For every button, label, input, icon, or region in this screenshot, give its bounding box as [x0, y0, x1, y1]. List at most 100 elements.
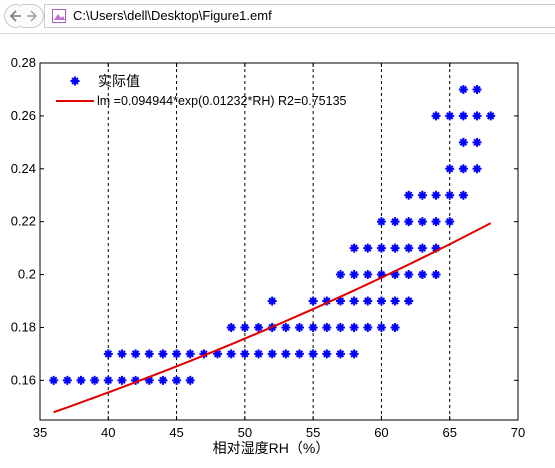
data-point: [172, 349, 182, 359]
data-point: [335, 270, 345, 280]
data-point: [417, 270, 427, 280]
data-point: [172, 375, 182, 385]
x-tick-label: 60: [374, 425, 388, 440]
data-point: [431, 243, 441, 253]
data-point: [404, 243, 414, 253]
data-point: [349, 243, 359, 253]
data-point: [390, 270, 400, 280]
data-point: [240, 349, 250, 359]
data-point: [144, 375, 154, 385]
data-point: [390, 322, 400, 332]
data-point: [322, 296, 332, 306]
y-tick-label: 0.22: [11, 214, 36, 229]
data-point: [103, 349, 113, 359]
legend-label-actual: 实际值: [98, 73, 140, 89]
data-point: [335, 322, 345, 332]
data-point: [226, 322, 236, 332]
data-point: [390, 217, 400, 227]
x-tick-label: 70: [511, 425, 525, 440]
data-point: [458, 164, 468, 174]
data-point: [431, 111, 441, 121]
data-point: [458, 137, 468, 147]
data-point: [349, 296, 359, 306]
data-point: [335, 349, 345, 359]
data-point: [472, 164, 482, 174]
data-point: [376, 217, 386, 227]
data-point: [294, 349, 304, 359]
data-point: [417, 243, 427, 253]
data-point: [404, 270, 414, 280]
data-point: [376, 243, 386, 253]
data-point: [281, 349, 291, 359]
data-point: [308, 349, 318, 359]
data-point: [335, 296, 345, 306]
viewer-toolbar: C:\Users\dell\Desktop\Figure1.emf: [0, 0, 555, 34]
data-point: [417, 190, 427, 200]
x-tick-label: 55: [306, 425, 320, 440]
data-point: [144, 349, 154, 359]
y-tick-label: 0.28: [11, 55, 36, 70]
forward-button[interactable]: [22, 4, 44, 28]
data-point: [390, 296, 400, 306]
data-point: [404, 190, 414, 200]
axes-box: [39, 62, 519, 421]
data-point: [62, 375, 72, 385]
data-point: [103, 375, 113, 385]
data-point: [486, 111, 496, 121]
data-point: [185, 375, 195, 385]
scatter-chart: 35 40 45 50 55 60 65 70 0.16 0.18 0.2 0.22 0.24 0.26 0…: [11, 55, 526, 456]
data-point: [376, 296, 386, 306]
image-file-icon: [52, 9, 66, 23]
data-point: [472, 111, 482, 121]
data-point: [90, 375, 100, 385]
data-point: [363, 270, 373, 280]
data-point: [363, 322, 373, 332]
data-point: [131, 375, 141, 385]
data-point: [117, 375, 127, 385]
legend-label-fit: lm =0.094944*exp(0.01232*RH) R2=0.75135: [97, 94, 347, 108]
data-point: [294, 322, 304, 332]
address-path: C:\Users\dell\Desktop\Figure1.emf: [73, 8, 272, 23]
data-point: [267, 296, 277, 306]
fit-line: [53, 222, 492, 414]
data-point: [445, 164, 455, 174]
data-point: [363, 296, 373, 306]
data-point: [458, 190, 468, 200]
data-point: [308, 296, 318, 306]
data-point: [254, 349, 264, 359]
x-tick-label: 40: [101, 425, 115, 440]
data-point: [158, 349, 168, 359]
data-point: [322, 322, 332, 332]
data-point: [199, 349, 209, 359]
data-point: [431, 270, 441, 280]
data-point: [240, 322, 250, 332]
data-point: [254, 322, 264, 332]
data-point: [49, 375, 59, 385]
data-point: [445, 217, 455, 227]
data-point: [363, 243, 373, 253]
data-point: [131, 349, 141, 359]
data-point: [76, 375, 86, 385]
x-tick-label: 35: [33, 425, 47, 440]
back-arrow-icon: [9, 10, 21, 22]
x-tick-label: 50: [238, 425, 252, 440]
data-point: [213, 349, 223, 359]
data-point: [472, 137, 482, 147]
y-tick-label: 0.26: [11, 108, 36, 123]
address-bar[interactable]: C:\Users\dell\Desktop\Figure1.emf: [44, 4, 555, 28]
x-axis-label: 相对湿度RH（%）: [213, 440, 330, 456]
data-point: [431, 190, 441, 200]
y-tick-label: 0.18: [11, 319, 36, 334]
data-point: [349, 270, 359, 280]
y-tick-label: 0.24: [11, 161, 36, 176]
data-point: [349, 322, 359, 332]
x-tick-label: 45: [169, 425, 183, 440]
x-tick-label: 65: [442, 425, 456, 440]
data-point: [267, 349, 277, 359]
data-point: [322, 349, 332, 359]
data-point: [458, 111, 468, 121]
y-tick-label: 0.2: [18, 267, 36, 282]
data-point: [404, 296, 414, 306]
data-point: [117, 349, 127, 359]
data-point: [376, 322, 386, 332]
